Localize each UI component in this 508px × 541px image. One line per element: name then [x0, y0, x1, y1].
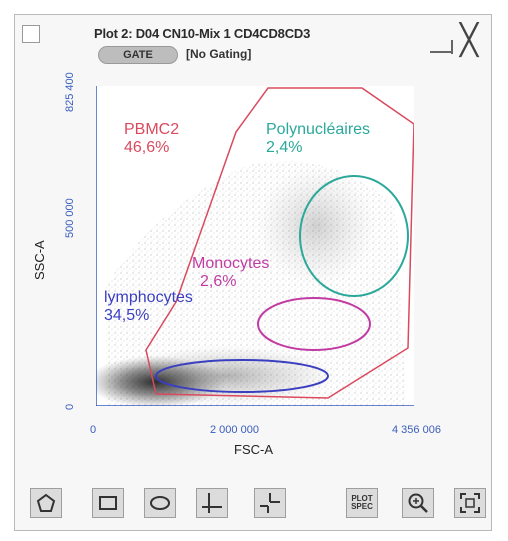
y-axis-label: SSC-A: [32, 240, 47, 280]
quadrant-gate-icon: [202, 493, 222, 513]
gate-label-lymphocytes: lymphocytes: [104, 289, 193, 306]
plot-spec-line2: SPEC: [351, 502, 373, 511]
y-tick-label: 825 400: [64, 72, 76, 112]
gating-status: [No Gating]: [186, 47, 252, 61]
crosshair-gate-button[interactable]: [254, 488, 286, 518]
gate-polynucleaires[interactable]: [299, 175, 409, 297]
gate-percent-polynucleaires: 2,4%: [266, 139, 302, 156]
x-tick-label: 2 000 000: [210, 424, 259, 436]
gate-pbmc2[interactable]: [145, 87, 415, 399]
zoom-button[interactable]: [402, 488, 434, 518]
crosshair-gate-icon: [260, 493, 280, 513]
window-checkbox[interactable]: [22, 25, 40, 43]
rectangle-gate-button[interactable]: [92, 488, 124, 518]
quadrant-gate-button[interactable]: [196, 488, 228, 518]
y-tick-label: 0: [64, 403, 76, 410]
x-tick-label: 4 356 006: [392, 424, 441, 436]
minimize-icon[interactable]: [428, 38, 456, 56]
ellipse-gate-icon: [150, 496, 170, 510]
dot-plot: PBMC2 46,6% Polynucléaires 2,4% Monocyte…: [86, 86, 415, 408]
gate-monocytes[interactable]: [257, 297, 371, 351]
close-icon[interactable]: ╳: [460, 23, 479, 58]
zoom-icon: [408, 493, 428, 513]
plot-title: Plot 2: D04 CN10-Mix 1 CD4CD8CD3: [94, 26, 311, 41]
gate-button[interactable]: GATE: [98, 46, 178, 64]
gate-percent-monocytes: 2,6%: [200, 273, 236, 290]
fit-to-window-button[interactable]: [454, 488, 486, 518]
gate-label-pbmc2: PBMC2: [124, 121, 179, 138]
x-tick-label: 0: [90, 424, 97, 436]
polygon-gate-icon: [36, 493, 56, 512]
gate-percent-pbmc2: 46,6%: [124, 139, 169, 156]
polygon-gate-button[interactable]: [30, 488, 62, 518]
gate-lymphocytes[interactable]: [155, 359, 329, 393]
rectangle-gate-icon: [99, 496, 117, 510]
x-axis-label: FSC-A: [234, 442, 273, 457]
scatter-plot-area[interactable]: PBMC2 46,6% Polynucléaires 2,4% Monocyte…: [86, 86, 415, 408]
gate-label-monocytes: Monocytes: [192, 255, 269, 272]
density-granulocytes: [256, 166, 376, 286]
gate-percent-lymphocytes: 34,5%: [104, 307, 149, 324]
plot-spec-button[interactable]: PLOT SPEC: [346, 488, 378, 518]
plot-spec-line1: PLOT: [351, 494, 373, 503]
fit-to-window-icon: [460, 493, 480, 513]
gate-label-polynucleaires: Polynucléaires: [266, 121, 370, 138]
y-tick-label: 500 000: [64, 198, 76, 238]
plot-spec-icon: PLOT SPEC: [351, 495, 373, 511]
ellipse-gate-button[interactable]: [144, 488, 176, 518]
